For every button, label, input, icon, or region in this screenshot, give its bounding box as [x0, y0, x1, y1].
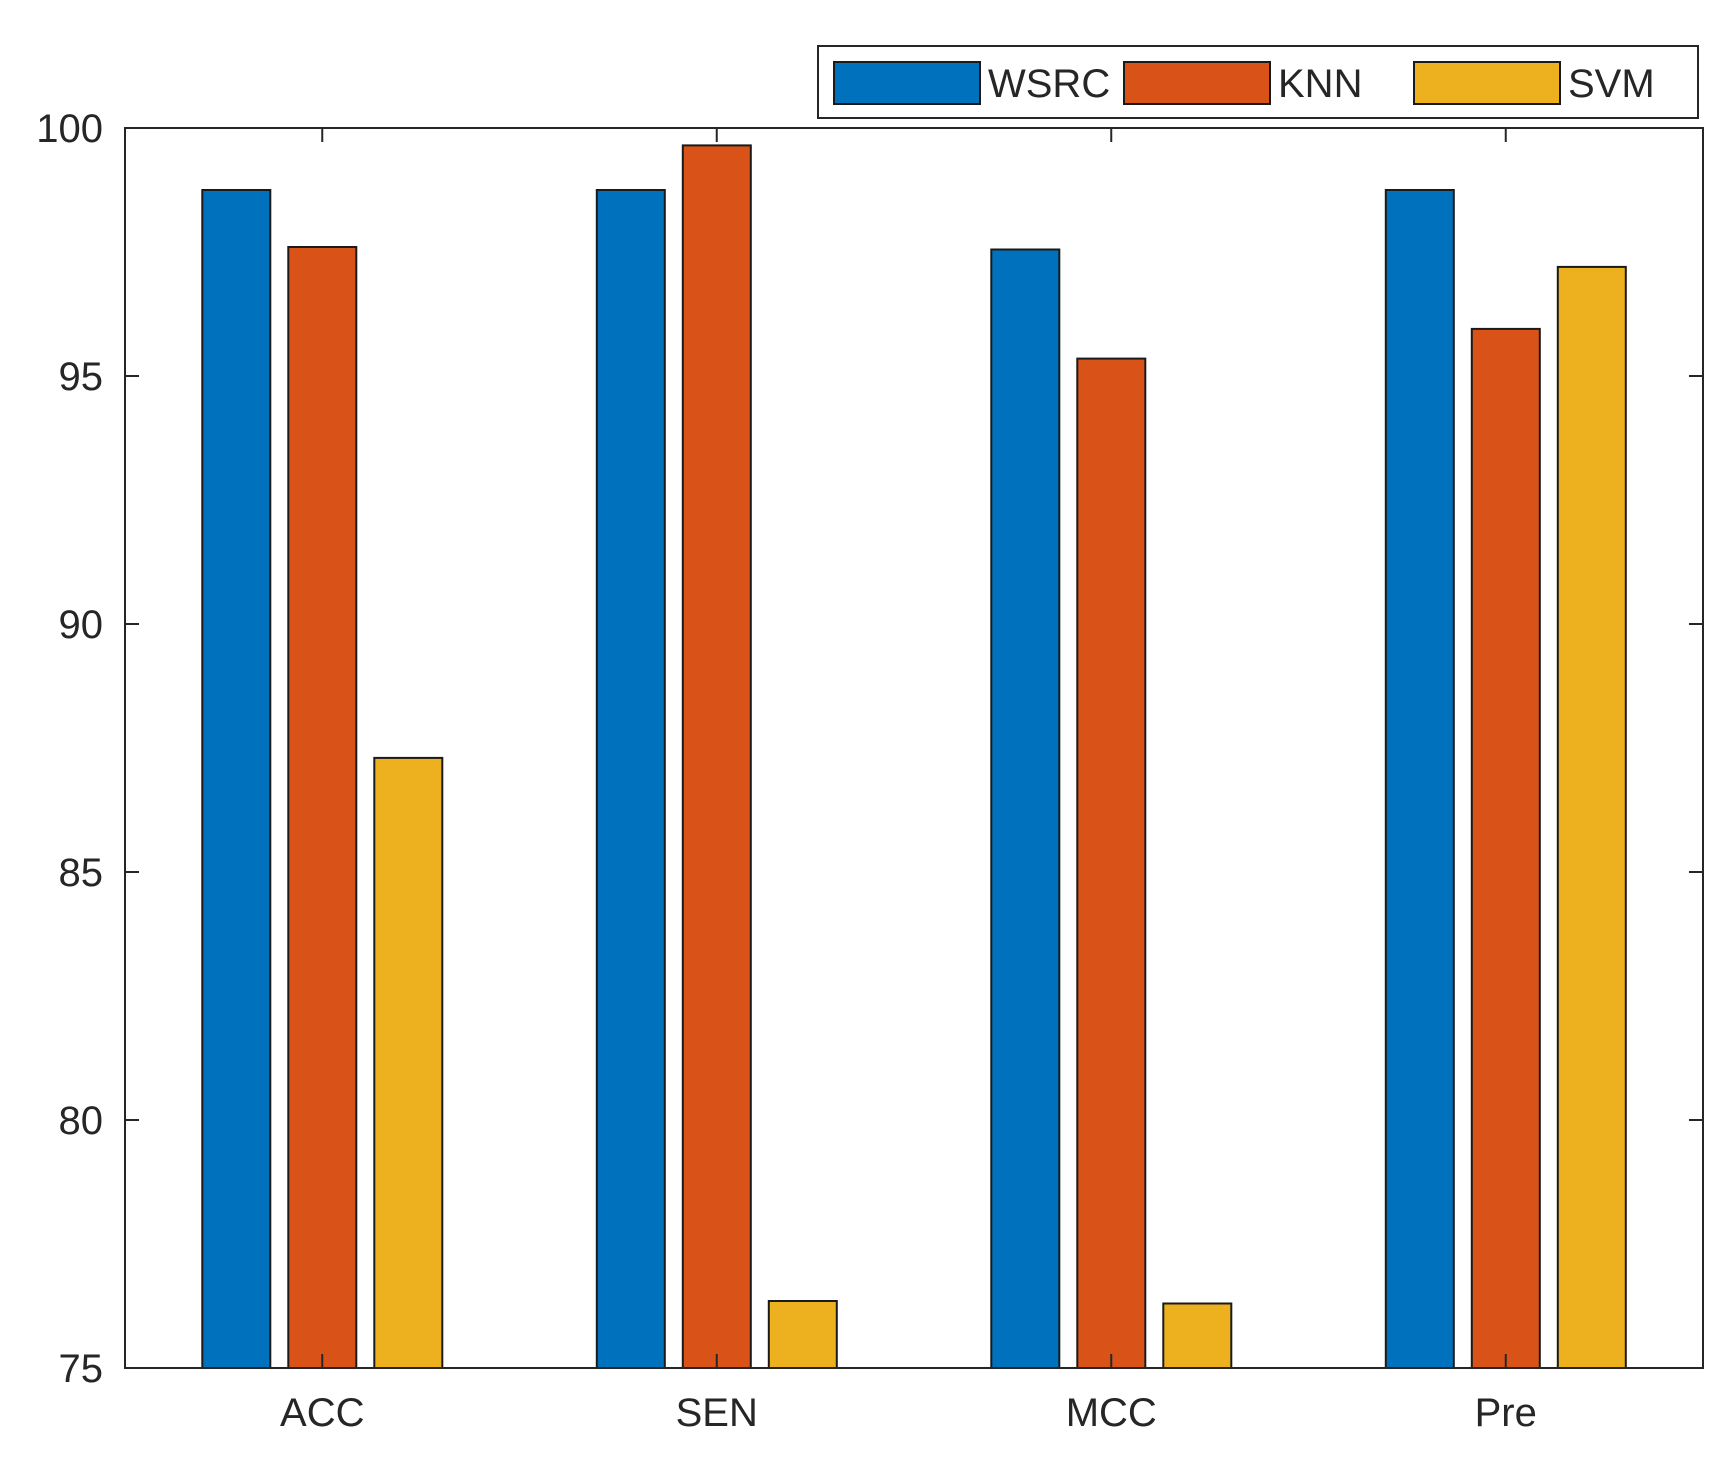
- y-tick-label: 95: [59, 355, 104, 399]
- legend-swatch-wsrc: [833, 61, 981, 105]
- y-tick-label: 80: [59, 1099, 104, 1143]
- bar-knn-acc: [287, 246, 358, 1369]
- y-tick-label: 75: [59, 1347, 104, 1391]
- y-tick-label: 90: [59, 603, 104, 647]
- legend-swatch-knn: [1123, 61, 1271, 105]
- bar-wsrc-mcc: [990, 248, 1061, 1369]
- y-tick-label: 100: [36, 107, 103, 151]
- x-tick-label-acc: ACC: [280, 1391, 364, 1435]
- bar-wsrc-pre: [1384, 189, 1455, 1369]
- bar-svm-mcc: [1162, 1302, 1233, 1369]
- bar-svm-sen: [767, 1300, 838, 1369]
- bar-knn-mcc: [1076, 357, 1147, 1370]
- x-tick-label-mcc: MCC: [1066, 1391, 1157, 1435]
- legend-swatch-svm: [1413, 61, 1561, 105]
- legend-label-svm: SVM: [1568, 62, 1655, 106]
- x-tick-label-pre: Pre: [1475, 1391, 1537, 1435]
- legend: WSRC KNN SVM: [817, 45, 1699, 119]
- plot-area-frame: [124, 127, 1704, 1369]
- x-tick-label-sen: SEN: [676, 1391, 758, 1435]
- bar-knn-pre: [1470, 327, 1541, 1369]
- ticks-layer: 75 80 85 90 95 100 ACC SEN MCC Pre: [36, 107, 1703, 1435]
- bar-wsrc-sen: [595, 189, 666, 1369]
- bars-layer: [201, 144, 1627, 1370]
- y-tick-label: 85: [59, 851, 104, 895]
- bar-svm-pre: [1556, 265, 1627, 1369]
- legend-label-knn: KNN: [1278, 62, 1362, 106]
- legend-label-wsrc: WSRC: [988, 62, 1110, 106]
- bar-knn-sen: [681, 144, 752, 1369]
- bar-wsrc-acc: [201, 189, 272, 1369]
- bar-svm-acc: [373, 756, 444, 1369]
